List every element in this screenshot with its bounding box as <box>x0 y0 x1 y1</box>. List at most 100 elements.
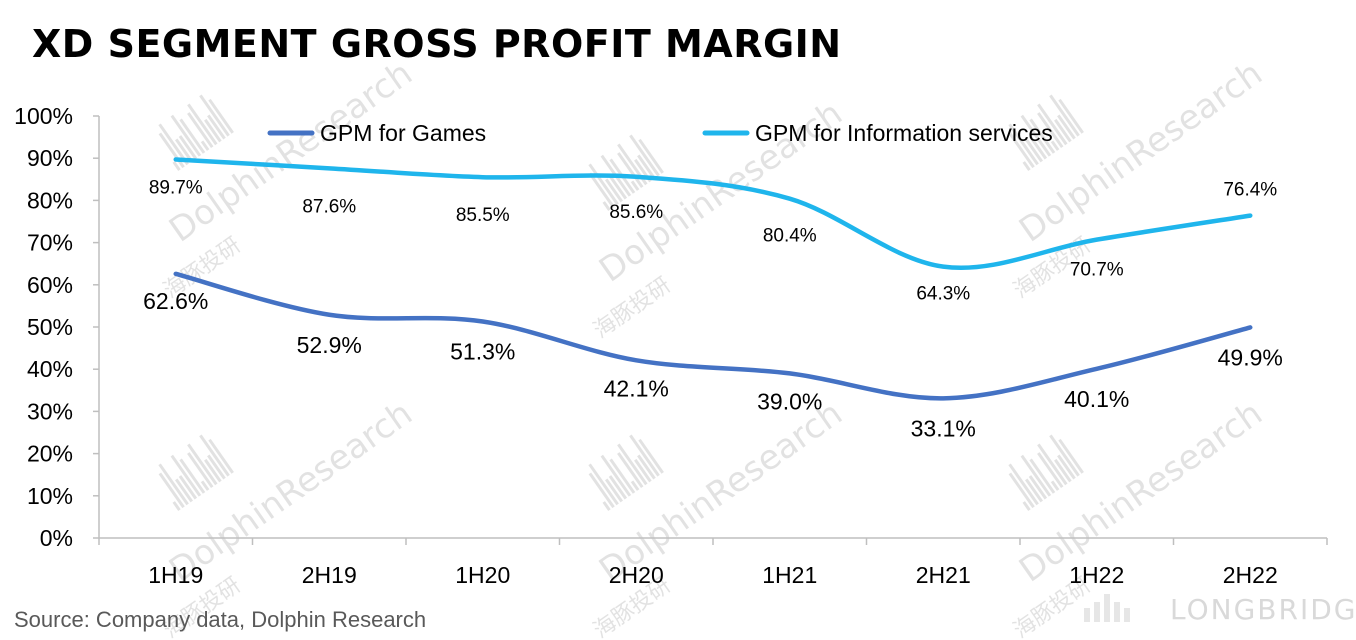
watermark-bar <box>1022 501 1031 512</box>
legend-label: GPM for Information services <box>755 120 1053 146</box>
series-line-info-services <box>173 157 1253 270</box>
watermark-bar <box>1028 475 1048 500</box>
data-label: 76.4% <box>1223 180 1277 201</box>
watermark-bar <box>629 134 660 177</box>
x-tick-label: 1H21 <box>762 562 817 588</box>
data-label: 40.1% <box>1064 386 1129 412</box>
watermark-bar <box>608 475 628 500</box>
watermark-text: DolphinResearch <box>162 53 420 250</box>
watermark-bar <box>1049 94 1080 137</box>
watermark-text: DolphinResearch <box>1012 393 1270 590</box>
watermark-bar <box>1008 463 1039 506</box>
watermark-bar <box>170 114 202 157</box>
watermark-bar <box>604 178 623 203</box>
chart-axes: 0% 10% 20% 30% 40% 50% 60% 70% 80% 90% 100% 1H19 2H1… <box>14 103 1328 588</box>
watermark-bar <box>1054 458 1072 483</box>
watermark-bar <box>637 154 656 180</box>
y-tick-label: 0% <box>40 525 73 551</box>
watermark-bar <box>617 452 644 489</box>
watermark-bar <box>1037 443 1068 486</box>
watermark-bar <box>1057 454 1076 480</box>
y-tick-label: 60% <box>27 272 73 298</box>
watermark-bar <box>207 114 226 140</box>
watermark-bar <box>634 458 652 483</box>
watermark-bar <box>1029 458 1056 494</box>
watermark-bar <box>1008 123 1039 166</box>
watermark-bar <box>630 480 640 491</box>
watermark-bar <box>637 454 656 480</box>
x-tick-label: 2H21 <box>916 562 971 588</box>
watermark-bar <box>1020 454 1052 497</box>
watermark-bar <box>172 501 181 512</box>
watermark-bar <box>187 443 218 486</box>
watermark-bar <box>600 454 632 497</box>
watermark-bar <box>1022 161 1031 172</box>
x-tick-label: 1H20 <box>455 562 510 588</box>
watermark-bar <box>617 152 644 189</box>
watermark-bar <box>1049 434 1080 477</box>
watermark-bar <box>158 123 189 166</box>
watermark-bar <box>638 438 664 474</box>
watermark-bar <box>1024 478 1043 503</box>
y-tick-label: 100% <box>14 103 73 129</box>
watermark-bar <box>170 454 202 497</box>
data-label: 89.7% <box>149 177 203 198</box>
watermark-bar <box>604 478 623 503</box>
y-tick-label: 90% <box>27 145 73 171</box>
watermark-bar <box>204 458 222 483</box>
watermark-bar <box>178 135 198 160</box>
watermark-bar <box>609 458 636 494</box>
watermark-bar <box>179 458 206 494</box>
watermark-bar <box>638 138 664 174</box>
source-note: Source: Company data, Dolphin Research <box>14 607 427 632</box>
watermark-bar <box>158 472 185 509</box>
watermark-bar <box>608 175 628 200</box>
watermark-bar <box>158 463 189 506</box>
watermark-bar <box>208 98 234 134</box>
brand-wordmark: LONGBRIDGE <box>1170 593 1356 626</box>
data-label: 70.7% <box>1070 260 1124 281</box>
watermark-bar <box>1024 138 1043 163</box>
watermark-bar <box>204 118 222 143</box>
watermark-bar <box>630 180 640 191</box>
watermark-text: DolphinResearch <box>592 393 850 590</box>
data-label: 52.9% <box>297 332 362 358</box>
watermark-bar <box>588 172 615 209</box>
data-label: 42.1% <box>604 375 669 401</box>
x-tick-label: 1H22 <box>1069 562 1124 588</box>
y-tick-label: 80% <box>27 187 73 213</box>
watermark-bar <box>187 112 214 149</box>
watermark-cn-text: 海豚投研 <box>589 273 675 344</box>
y-tick-label: 20% <box>27 441 73 467</box>
watermark-bar <box>602 501 611 512</box>
y-tick-label: 50% <box>27 314 73 340</box>
data-label: 80.4% <box>763 226 817 247</box>
watermark-bar <box>1037 112 1064 149</box>
watermark-bar <box>200 480 210 491</box>
watermark-bar <box>174 478 193 503</box>
watermark-bar <box>1020 114 1052 157</box>
watermark-bar <box>187 452 214 489</box>
chart-legend: GPM for Games GPM for Information service… <box>267 120 1053 146</box>
watermark-bar <box>1050 480 1060 491</box>
watermark-bar <box>199 434 230 477</box>
x-tick-label: 2H22 <box>1223 562 1278 588</box>
watermark-bar <box>1037 103 1068 146</box>
watermark-bar <box>1008 132 1035 169</box>
watermark-bar <box>174 138 193 163</box>
data-label: 62.6% <box>143 288 208 314</box>
data-label: 64.3% <box>916 284 970 305</box>
watermark-bar <box>1028 135 1048 160</box>
watermark-bar <box>1029 118 1056 154</box>
watermark-bar <box>187 103 218 146</box>
series-line-games <box>173 271 1253 401</box>
watermark-bar <box>172 161 181 172</box>
watermark-bar <box>629 434 660 477</box>
watermark-bar <box>617 443 648 486</box>
